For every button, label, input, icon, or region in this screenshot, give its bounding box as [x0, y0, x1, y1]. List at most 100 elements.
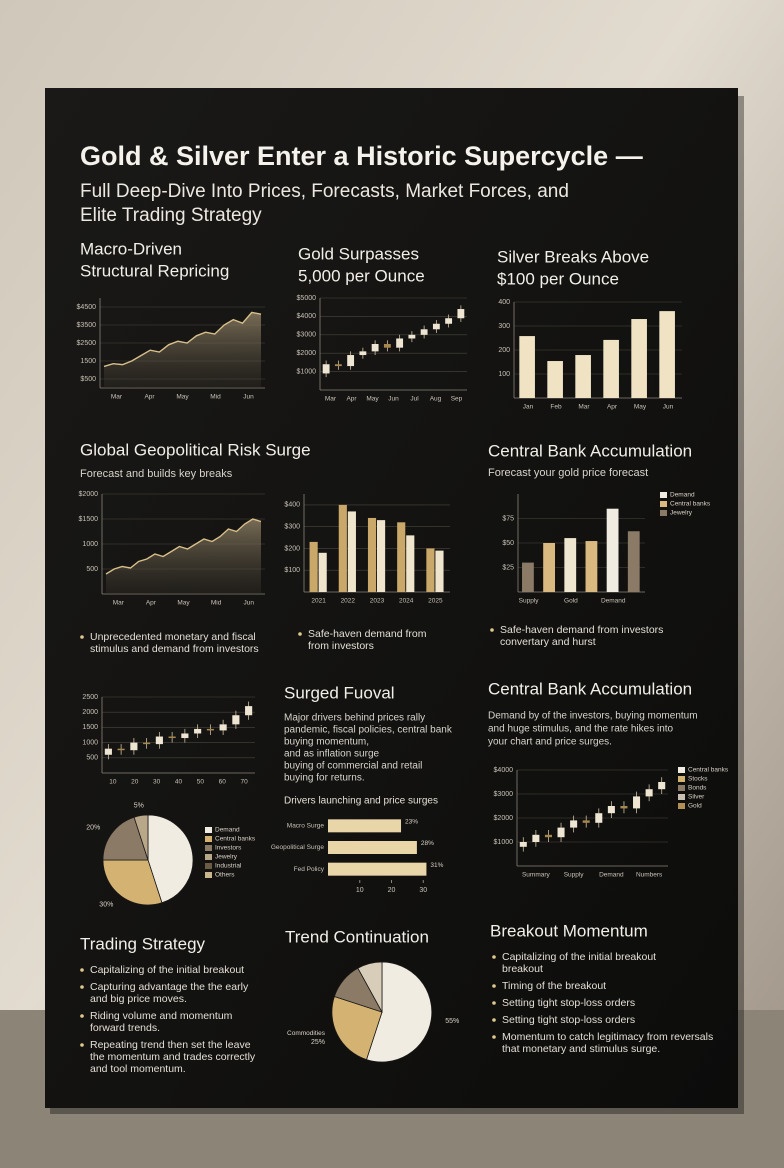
y-tick-label: $300 [284, 524, 300, 531]
y-tick-label: $2500 [77, 340, 97, 347]
x-tick-label: May [634, 404, 647, 411]
bullet-text: that monetary and stimulus surge. [502, 1043, 660, 1055]
legend-label: Bonds [688, 785, 707, 792]
content: Macro-Driven Structural Repricing $500 1500… [77, 239, 729, 1074]
bullet-text: Timing of the breakout [502, 980, 606, 992]
y-tick-label: $500 [80, 376, 96, 383]
candle-body [219, 724, 227, 731]
candle-body [633, 796, 641, 809]
y-tick-label: $4000 [297, 313, 317, 320]
data-label: 28% [421, 840, 434, 847]
panel-heading: 5,000 per Ounce [298, 266, 425, 285]
panel-heading: Breakout Momentum [490, 921, 648, 940]
x-tick-label: Jan [523, 404, 534, 411]
bullet-dot [80, 1014, 84, 1018]
candle-body [519, 842, 527, 847]
panel-heading: Surged Fuoval [284, 683, 395, 702]
y-tick-label: 500 [86, 755, 98, 762]
x-tick-label: Apr [346, 396, 357, 403]
x-tick-label: Demand [599, 872, 624, 879]
bullet-text: and tool momentum. [90, 1063, 186, 1075]
y-tick-label: $2000 [494, 815, 514, 822]
legend-label: Central banks [215, 836, 256, 843]
bullet-dot [80, 968, 84, 972]
y-tick-label: Fed Policy [294, 866, 325, 873]
chart-title: Drivers launching and price surges [284, 796, 438, 807]
candle-body [104, 748, 112, 755]
bullet-text: Safe-haven demand from investors [500, 624, 663, 636]
candle-body [408, 334, 416, 339]
candle-body [420, 329, 428, 335]
bar [309, 541, 318, 592]
data-label: 5% [134, 803, 144, 810]
candle-body [245, 706, 253, 716]
panel-heading: Trading Strategy [80, 934, 206, 953]
bar [519, 336, 535, 398]
bullet-text: from investors [308, 640, 374, 652]
bullet-text: Safe-haven demand from [308, 628, 427, 640]
x-tick-label: 70 [240, 779, 248, 786]
y-tick-label: $200 [284, 545, 300, 552]
candle-body [620, 806, 628, 809]
bullet-text: the momentum and trades correctly [90, 1051, 256, 1063]
paragraph-line: buying of commercial and retail [284, 761, 422, 772]
y-tick-label: 500 [86, 566, 98, 573]
bar [543, 543, 555, 592]
x-tick-label: 2025 [428, 598, 443, 605]
candle-body [445, 318, 453, 324]
bullet-text: forward trends. [90, 1022, 160, 1034]
legend-swatch [678, 803, 685, 809]
bar [338, 504, 347, 592]
legend-swatch [205, 863, 212, 869]
candle-body [582, 820, 590, 823]
y-tick-label: Macro Surge [287, 823, 325, 830]
subtitle: Full Deep-Dive Into Prices, Forecasts, M… [80, 181, 569, 202]
price-line [105, 518, 262, 575]
y-tick-label: $4000 [494, 767, 514, 774]
bar [426, 548, 435, 592]
x-tick-label: Demand [601, 598, 626, 605]
panel-heading: Trend Continuation [285, 927, 429, 946]
paragraph-line: and as inflation surge [284, 749, 380, 760]
x-tick-label: Apr [607, 404, 618, 411]
bar [397, 522, 406, 592]
bar [435, 550, 444, 592]
candle-body [322, 364, 330, 374]
data-label: 20% [86, 825, 100, 832]
x-tick-label: May [366, 396, 379, 403]
candle-body [155, 736, 163, 745]
bullet-text: Repeating trend then set the leave [90, 1039, 251, 1051]
x-tick-label: Mar [578, 404, 590, 411]
bar [347, 511, 356, 592]
y-tick-label: $50 [502, 540, 514, 547]
legend-swatch [205, 845, 212, 851]
y-tick-label: 2000 [82, 709, 98, 716]
data-label: 25% [311, 1039, 325, 1046]
bar [328, 841, 417, 854]
x-tick-label: Jun [243, 394, 254, 401]
bar [406, 535, 415, 592]
x-tick-label: Mid [211, 600, 222, 607]
bullet-dot [492, 1018, 496, 1022]
candle-body [557, 827, 565, 838]
price-line [103, 311, 262, 368]
legend-label: Central banks [670, 501, 711, 508]
y-tick-label: 100 [498, 371, 510, 378]
bullet-text: Capitalizing of the initial breakout [90, 964, 244, 976]
y-tick-label: 200 [498, 347, 510, 354]
legend-label: Others [215, 872, 235, 879]
x-tick-label: 20 [388, 887, 396, 894]
bar [603, 339, 619, 398]
legend-label: Jewelry [215, 854, 238, 861]
paragraph-line: buying momentum, [284, 737, 369, 748]
x-tick-label: Mar [113, 600, 125, 607]
bullet-text: stimulus and demand from investors [90, 643, 259, 655]
y-tick-label: $5000 [297, 295, 317, 302]
bullet-dot [298, 632, 302, 636]
x-tick-label: Feb [550, 404, 562, 411]
x-tick-label: 30 [419, 887, 427, 894]
pie-slice [357, 961, 383, 1013]
x-tick-label: May [177, 600, 190, 607]
x-tick-label: Apr [144, 394, 155, 401]
